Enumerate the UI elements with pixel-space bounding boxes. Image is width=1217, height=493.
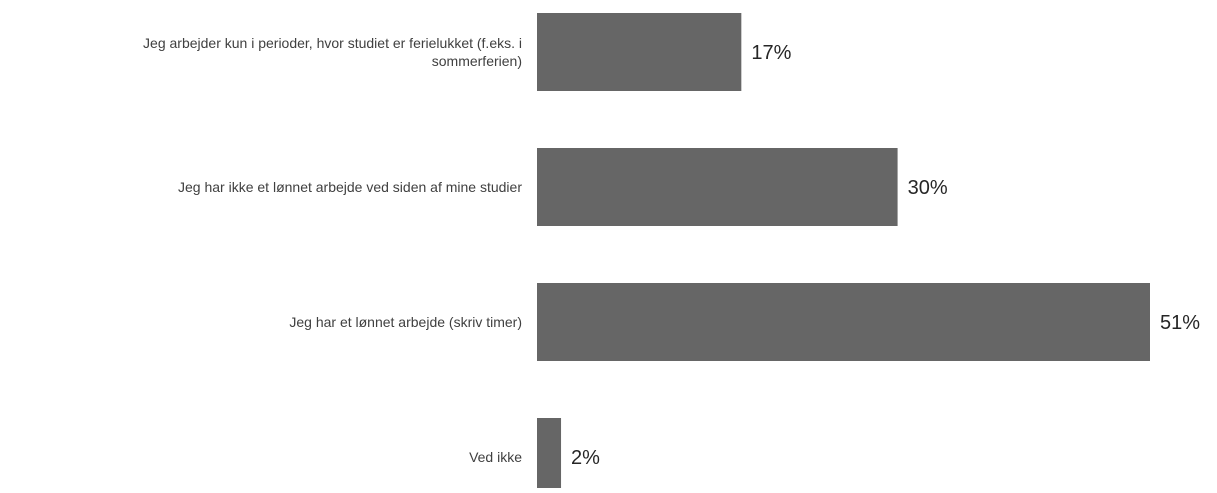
category-label-line: Jeg har ikke et lønnet arbejde ved siden… xyxy=(178,179,522,195)
category-label-line: sommerferien) xyxy=(432,53,522,69)
category-label-line: Jeg arbejder kun i perioder, hvor studie… xyxy=(143,35,522,51)
category-label: Jeg arbejder kun i perioder, hvor studie… xyxy=(143,35,522,69)
bar xyxy=(537,283,1150,361)
category-label: Jeg har et lønnet arbejde (skriv timer) xyxy=(289,314,522,330)
value-label: 51% xyxy=(1160,312,1200,334)
value-label: 30% xyxy=(908,177,948,199)
bar xyxy=(537,148,898,226)
category-label: Jeg har ikke et lønnet arbejde ved siden… xyxy=(178,179,522,195)
bar xyxy=(537,418,562,493)
category-label-line: Jeg har et lønnet arbejde (skriv timer) xyxy=(289,314,522,330)
category-label: Ved ikke xyxy=(469,449,522,465)
value-label: 2% xyxy=(571,447,600,469)
bar xyxy=(537,13,742,91)
category-label-line: Ved ikke xyxy=(469,449,522,465)
value-label: 17% xyxy=(751,42,791,64)
